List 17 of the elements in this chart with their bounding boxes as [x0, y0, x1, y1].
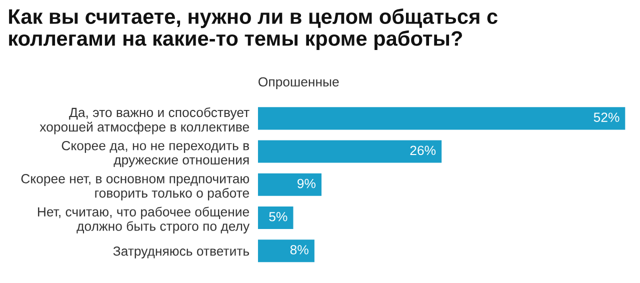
y-tick-label: Да, это важно и способствует хорошей атмосфере в коллективе — [40, 107, 250, 134]
data-label: 9% — [297, 178, 316, 188]
bar — [258, 140, 442, 163]
data-label: 5% — [269, 212, 288, 222]
bar — [258, 206, 294, 230]
bar — [258, 240, 314, 262]
text: Опрошенные — [258, 77, 339, 90]
data-label: 26% — [410, 146, 436, 156]
bar — [258, 173, 322, 196]
y-tick-label: Скорее да, но не переходить в дружеские отношения — [62, 140, 250, 168]
bar — [258, 107, 626, 130]
data-label: 52% — [594, 112, 620, 122]
chart-title: Как вы считаете, нужно ли в целом общаться с коллегами на какие-то темы кроме работы? — [9, 8, 498, 50]
y-tick-label: Нет, считаю, что рабочее общение должно быть строго по делу — [38, 206, 250, 234]
data-label: 8% — [290, 245, 308, 254]
y-tick-label: Скорее нет, в основном предпочитаю говорить только о работе — [21, 174, 250, 200]
y-tick-label: Затрудняюсь ответить — [113, 246, 250, 258]
